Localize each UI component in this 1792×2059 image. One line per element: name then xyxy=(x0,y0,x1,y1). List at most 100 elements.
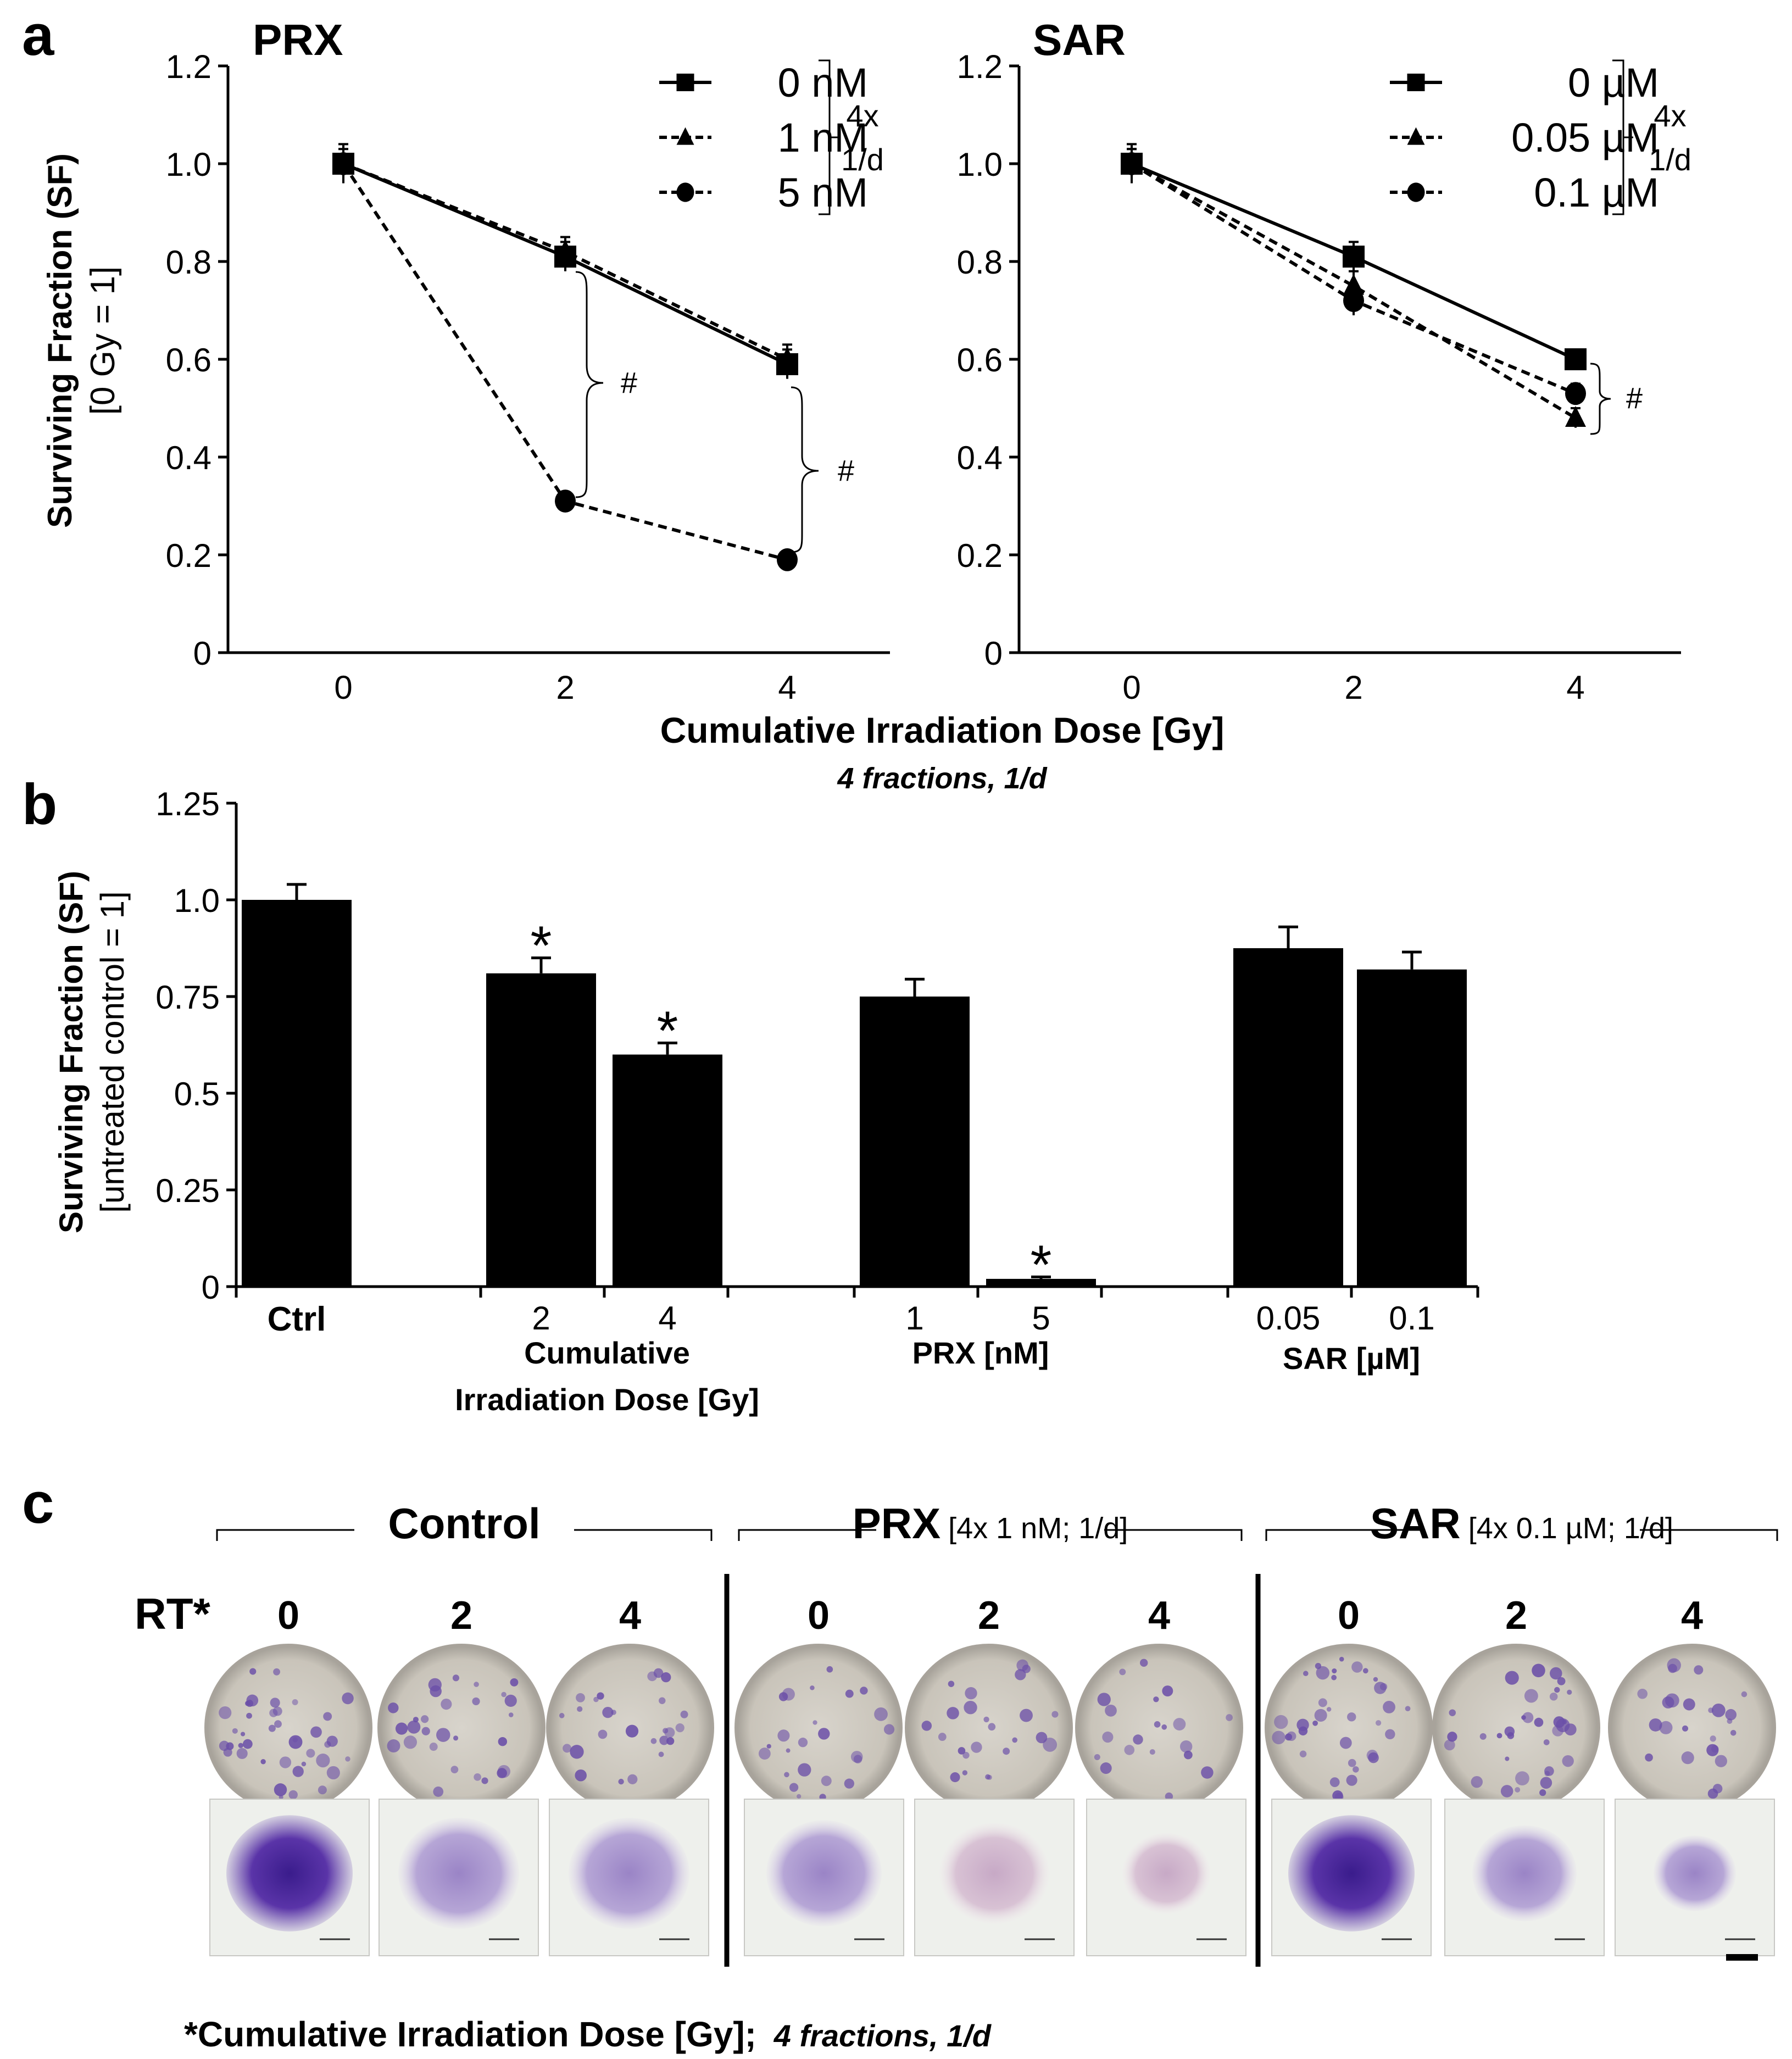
colony-dot xyxy=(818,1728,830,1740)
colony-dot xyxy=(1550,1667,1562,1680)
colony-dot xyxy=(274,1720,282,1728)
colony-dot xyxy=(1133,1734,1143,1745)
prx-legend-marker xyxy=(676,127,694,145)
sar-legend-marker xyxy=(1407,182,1425,202)
colony-dot xyxy=(962,1751,970,1759)
colony-dot xyxy=(501,1691,507,1698)
colony-dot xyxy=(650,1738,657,1744)
colony-dot xyxy=(1346,1774,1357,1786)
colony-dot xyxy=(874,1707,888,1721)
colony-dot xyxy=(453,1735,459,1741)
colony-dot xyxy=(436,1728,450,1742)
colony-dot xyxy=(306,1749,315,1758)
colony-micro xyxy=(1288,1815,1415,1932)
colony-dot xyxy=(1165,1792,1173,1801)
bar-significance-star: * xyxy=(1031,1234,1052,1295)
colony-dot xyxy=(1331,1674,1337,1680)
group-bracket-left xyxy=(216,1529,354,1541)
prx-ytick-label: 0.6 xyxy=(166,342,212,379)
petri-dish xyxy=(1075,1644,1243,1812)
colony-dot xyxy=(497,1768,507,1778)
bar-ytick-label: 0.5 xyxy=(174,1076,220,1112)
colony-dot xyxy=(268,1724,276,1732)
prx-legend-label: 1 nM xyxy=(777,115,868,160)
prx-legend-bracket-line1: 4x xyxy=(846,98,878,133)
bar-significance-star: * xyxy=(531,915,552,977)
colony-dot xyxy=(236,1748,248,1759)
colony-dot xyxy=(1544,1771,1550,1777)
colony-dot xyxy=(950,1772,960,1783)
colony-dot xyxy=(627,1774,638,1784)
colony-dot xyxy=(292,1699,298,1705)
colony-dot xyxy=(301,1761,307,1767)
colony-dot xyxy=(232,1728,238,1734)
bar-xtick-label: 2 xyxy=(532,1300,550,1337)
dose-label: 2 xyxy=(450,1594,472,1638)
prx-point-circle xyxy=(555,489,576,513)
colony-dot xyxy=(593,1696,599,1702)
colony-dot xyxy=(766,1744,771,1749)
colony-dot xyxy=(310,1726,322,1738)
bar-ytick-label: 0 xyxy=(202,1269,220,1306)
colony-dot xyxy=(1500,1785,1513,1798)
colony-dot xyxy=(279,1756,292,1768)
colony-dot xyxy=(1694,1665,1704,1675)
colony-dot xyxy=(1051,1711,1059,1718)
colony-dot xyxy=(292,1766,304,1777)
colony-dot xyxy=(342,1692,354,1705)
sar-ytick-label: 0.2 xyxy=(957,537,1003,574)
colony-dot xyxy=(1154,1721,1161,1728)
bar-ytick-label: 0.25 xyxy=(155,1172,220,1209)
colony-dot xyxy=(273,1668,280,1676)
colony-dot xyxy=(1149,1749,1155,1755)
prx-hash-4gy: # xyxy=(838,454,854,487)
colony-dot xyxy=(798,1763,811,1777)
colony-dot xyxy=(1339,1737,1352,1749)
colony-dot xyxy=(1094,1754,1100,1760)
dose-label: 2 xyxy=(978,1594,1000,1638)
colony-dot xyxy=(1316,1666,1330,1680)
colony-dot xyxy=(680,1710,688,1718)
sar-legend-marker xyxy=(1407,127,1425,145)
colony-dot xyxy=(964,1700,977,1715)
colony-dot xyxy=(270,1698,280,1708)
colony-dot xyxy=(1020,1709,1033,1722)
sar-xtick-label: 4 xyxy=(1566,669,1584,706)
colony-dot xyxy=(786,1748,791,1753)
colony-dot xyxy=(1562,1719,1567,1724)
colony-dot xyxy=(598,1729,608,1739)
colony-dot xyxy=(498,1737,508,1746)
colony-dot xyxy=(433,1787,444,1797)
colony-dot xyxy=(798,1738,808,1748)
colony-dot xyxy=(1444,1739,1455,1751)
colony-dot xyxy=(948,1680,955,1687)
prx-point-square xyxy=(332,153,354,175)
colony-dot xyxy=(1668,1663,1677,1673)
group-title: SAR [4x 0.1 µM; 1/d] xyxy=(1370,1499,1673,1548)
bar-ytick-label: 0.75 xyxy=(155,979,220,1016)
colony-dot xyxy=(452,1674,460,1682)
prx-legend-label: 0 nM xyxy=(777,60,868,105)
colony-dot xyxy=(1326,1707,1332,1712)
colony-dot xyxy=(1298,1726,1308,1736)
colony-dot xyxy=(1100,1762,1112,1774)
bar xyxy=(1233,948,1343,1287)
colony-dot xyxy=(821,1776,832,1787)
colony-dot xyxy=(1003,1748,1010,1755)
colony-dot xyxy=(1707,1788,1718,1799)
prx-ytick-label: 0.8 xyxy=(166,244,212,281)
colony-dot xyxy=(647,1671,658,1682)
colony-dot xyxy=(597,1692,604,1700)
colony-dot xyxy=(1637,1688,1648,1699)
rt-row-label: RT* xyxy=(135,1589,211,1638)
group-bracket-left xyxy=(738,1529,876,1541)
colony-dot xyxy=(324,1741,331,1748)
sar-bracket-4gy xyxy=(1590,363,1611,435)
footnote-main: *Cumulative Irradiation Dose [Gy]; xyxy=(184,2015,756,2054)
colony-dot xyxy=(1015,1669,1026,1680)
colony-dot xyxy=(1162,1685,1173,1697)
bar-ytick-label: 1.0 xyxy=(174,882,220,919)
micrograph xyxy=(1086,1799,1246,1956)
colony-dot xyxy=(316,1754,330,1768)
